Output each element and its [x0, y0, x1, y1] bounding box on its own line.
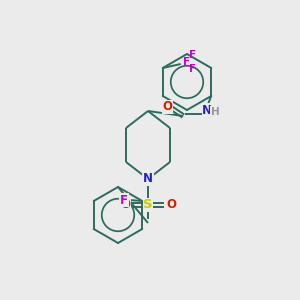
- Text: N: N: [143, 172, 153, 185]
- Text: O: O: [162, 100, 172, 113]
- Text: F: F: [189, 50, 196, 60]
- Text: F: F: [183, 57, 190, 67]
- Text: H: H: [211, 107, 220, 117]
- Text: O: O: [120, 199, 130, 212]
- Text: N: N: [202, 103, 212, 116]
- Text: S: S: [143, 199, 153, 212]
- Text: O: O: [166, 199, 176, 212]
- Text: F: F: [120, 194, 128, 206]
- Text: F: F: [189, 64, 196, 74]
